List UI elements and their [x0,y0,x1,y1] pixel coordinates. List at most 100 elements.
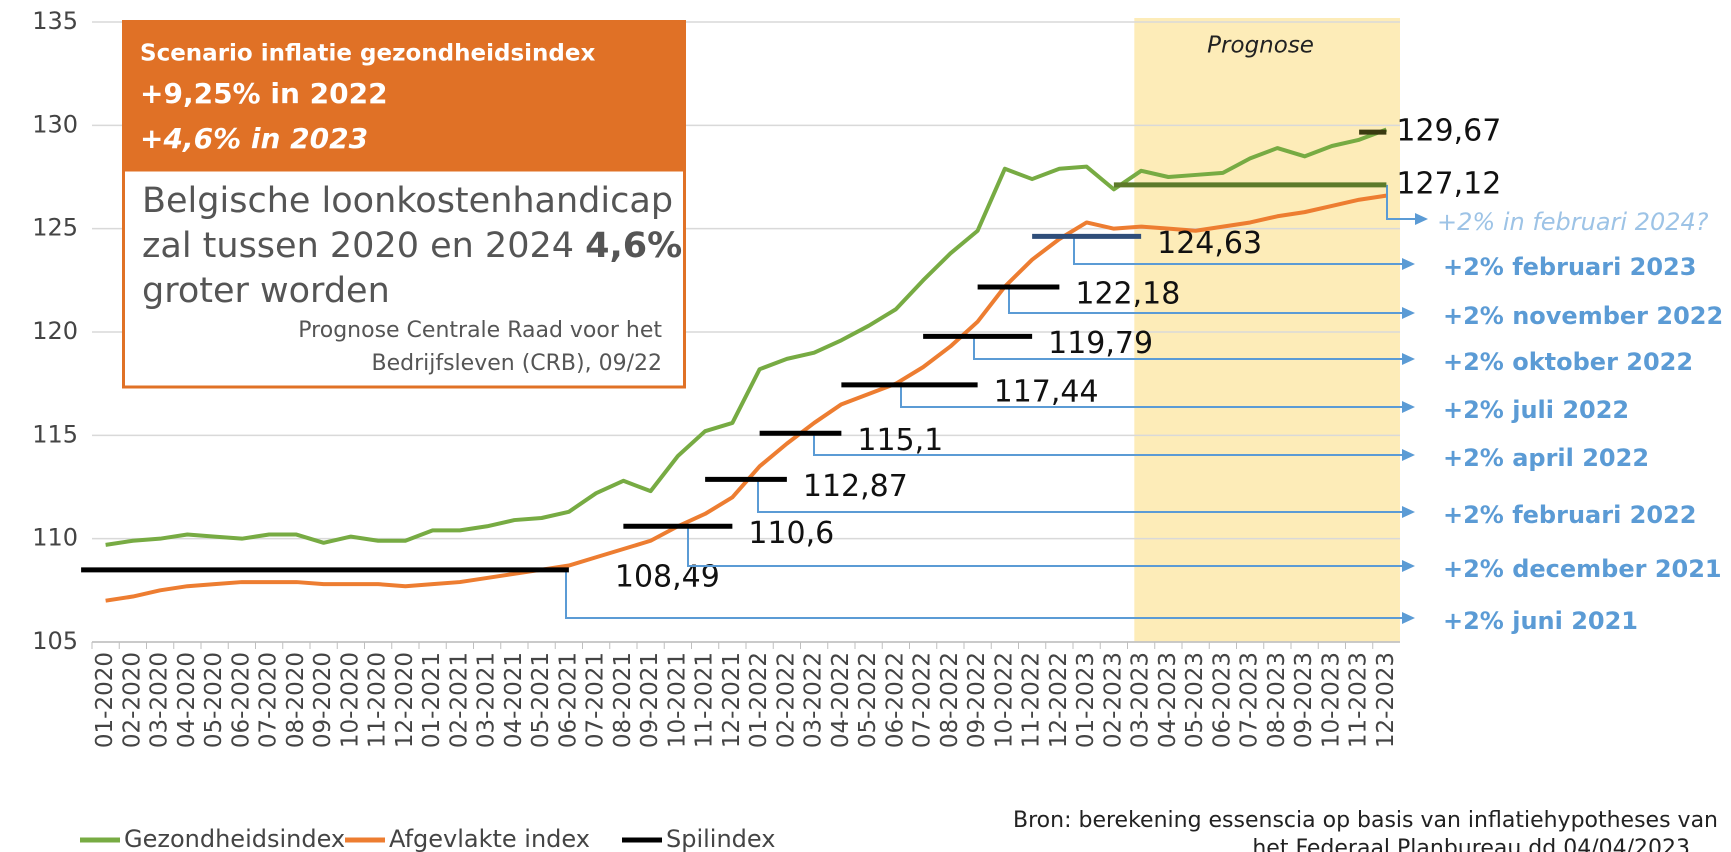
note-label: +2% november 2022 [1443,302,1723,330]
note-arrowhead [1402,506,1415,518]
legend-label: Afgevlakte index [389,825,590,852]
info-box [122,168,686,389]
note-arrowhead [1402,353,1415,365]
note-arrow [1008,286,1403,314]
value-label: 117,44 [994,374,1099,409]
prognose-band [1134,18,1400,642]
note-arrowhead [1402,449,1415,461]
note-arrowhead [1402,307,1415,319]
x-tick-label: 03-2023 [1128,652,1154,748]
x-tick-label: 04-2022 [828,652,854,748]
x-tick-label: 07-2020 [256,652,282,748]
value-label: 112,87 [803,469,908,504]
source: het Federaal Planbureau dd 04/04/2023 [1252,836,1690,852]
note-arrow [565,569,1403,619]
x-tick-label: 08-2022 [937,652,963,748]
x-tick-label: 01-2022 [746,652,772,748]
x-tick-label: 01-2021 [419,652,445,748]
y-tick-label: 125 [32,214,78,242]
x-tick-label: 11-2022 [1019,652,1045,748]
x-tick-label: 06-2021 [555,652,581,748]
note-arrowhead [1402,612,1415,624]
x-tick-label: 02-2021 [446,652,472,748]
legend-label: Spilindex [666,825,775,852]
y-tick-label: 110 [32,524,78,552]
info-text: groter worden [142,271,390,311]
value-label: 129,67 [1396,114,1501,149]
x-tick-label: 12-2020 [392,652,418,748]
source: Bron: berekening essenscia op basis van … [1013,808,1718,833]
x-tick-label: 02-2020 [119,652,145,748]
x-tick-label: 06-2023 [1209,652,1235,748]
y-tick-label: 115 [32,420,78,448]
note-arrowhead [1402,258,1415,270]
x-tick-label: 10-2022 [991,652,1017,748]
x-tick-label: 08-2020 [283,652,309,748]
note-label: +2% februari 2023 [1443,253,1696,281]
value-label: 127,12 [1396,166,1501,201]
x-tick-label: 12-2022 [1046,652,1072,748]
note-label: +2% in februari 2024? [1437,208,1709,236]
scenario-line: +9,25% in 2022 [140,77,388,110]
info-source: Prognose Centrale Raad voor het [298,318,662,343]
x-tick-label: 07-2023 [1237,652,1263,748]
value-label: 115,1 [857,423,943,458]
x-tick-label: 11-2023 [1346,652,1372,748]
note-arrow [757,479,1403,513]
x-tick-label: 12-2021 [719,652,745,748]
info-bold: 4,6% [585,226,682,266]
plot-layer: +2% juni 2021 108,49 +2% december 2021 110,… [81,114,1723,635]
x-tick-label: 09-2021 [637,652,663,748]
x-tick-label: 03-2021 [474,652,500,748]
x-tick-label: 12-2023 [1373,652,1399,748]
x-tick-label: 10-2020 [337,652,363,748]
y-tick-label: 130 [32,110,78,138]
x-tick-label: 08-2021 [610,652,636,748]
legend-label: Gezondheidsindex [124,825,345,852]
x-tick-label: 04-2020 [174,652,200,748]
x-tick-label: 04-2023 [1155,652,1181,748]
value-label: 110,6 [748,516,834,551]
x-tick-label: 01-2020 [92,652,118,748]
prognose-label: Prognose [1207,33,1314,59]
note-label: +2% februari 2022 [1443,501,1696,529]
note-arrowhead [1415,213,1428,225]
x-tick-label: 06-2022 [882,652,908,748]
note-arrow [687,526,1403,567]
x-tick-label: 10-2021 [664,652,690,748]
y-tick-label: 120 [32,317,78,345]
x-tick-label: 11-2021 [692,652,718,748]
x-tick-label: 09-2020 [310,652,336,748]
x-tick-label: 02-2023 [1100,652,1126,748]
line-series [105,127,1388,547]
note-arrow [900,384,1403,408]
note-arrowhead [1402,560,1415,572]
note-label: +2% oktober 2022 [1443,348,1693,376]
note-label: +2% april 2022 [1443,444,1649,472]
note-label: +2% juli 2022 [1443,396,1629,424]
x-tick-label: 03-2022 [801,652,827,748]
value-label: 119,79 [1048,326,1153,361]
x-tick-label: 02-2022 [773,652,799,748]
x-tick-label: 03-2020 [147,652,173,748]
x-tick-label: 07-2022 [910,652,936,748]
x-tick-label: 10-2023 [1318,652,1344,748]
value-label: 124,63 [1157,226,1262,261]
x-tick-label: 06-2020 [228,652,254,748]
info-source: Bedrijfsleven (CRB), 09/22 [371,351,662,376]
y-tick-label: 135 [32,7,78,35]
x-tick-label: 05-2020 [201,652,227,748]
x-tick-label: 11-2020 [365,652,391,748]
x-tick-label: 09-2022 [964,652,990,748]
note-arrow [1073,236,1403,265]
note-label: +2% december 2021 [1443,555,1722,583]
info-text: Belgische loonkostenhandicap [142,181,673,221]
value-label: 122,18 [1075,276,1180,311]
x-tick-label: 05-2023 [1182,652,1208,748]
scenario-title: Scenario inflatie gezondheidsindex [140,41,595,67]
info-text: zal tussen 2020 en 2024 [142,226,585,266]
x-tick-label: 09-2023 [1291,652,1317,748]
info-text: zal tussen 2020 en 2024 4,6% [142,226,682,266]
